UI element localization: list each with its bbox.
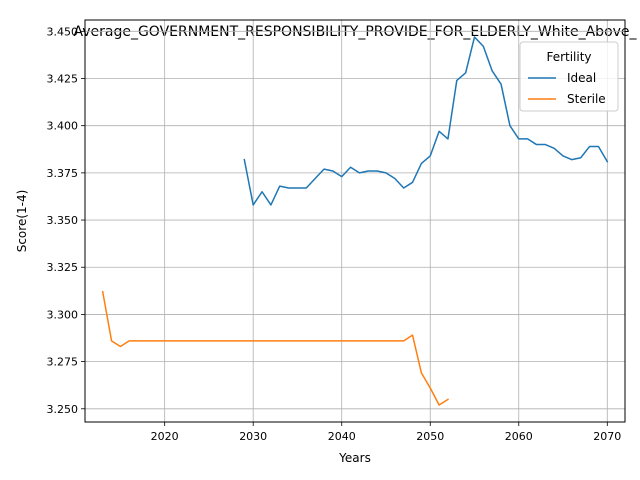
y-tick-label: 3.350 [47,214,79,227]
legend-label-sterile: Sterile [567,92,606,106]
legend-label-ideal: Ideal [567,71,596,85]
series-layer [101,36,609,406]
y-axis-label: Score(1-4) [15,190,29,253]
y-tick-label: 3.325 [47,261,79,274]
legend: Fertility Ideal Sterile [519,41,619,112]
grid-lines [85,20,625,422]
y-tick-label: 3.450 [47,25,79,38]
axis-ticks: 2020 2030 2040 2050 2060 2070 3.250 3.275 3.300 3… [47,25,622,443]
series-line-ideal [243,36,609,206]
x-tick-label: 2030 [239,430,267,443]
plot-frame [84,19,626,423]
y-tick-label: 3.300 [47,308,79,321]
x-tick-label: 2050 [416,430,444,443]
x-tick-label: 2070 [593,430,621,443]
chart-title: Average_GOVERNMENT_RESPONSIBILITY_PROVID… [73,24,637,40]
legend-box [519,41,619,112]
legend-title: Fertility [546,50,591,64]
y-tick-label: 3.375 [47,167,79,180]
series-line-sterile [101,290,449,406]
y-tick-label: 3.275 [47,356,79,369]
x-tick-label: 2040 [328,430,356,443]
x-tick-label: 2060 [505,430,533,443]
y-tick-label: 3.400 [47,120,79,133]
x-tick-label: 2020 [151,430,179,443]
y-tick-label: 3.250 [47,403,79,416]
y-tick-label: 3.425 [47,73,79,86]
x-axis-label: Years [338,451,371,465]
